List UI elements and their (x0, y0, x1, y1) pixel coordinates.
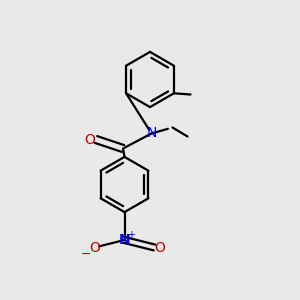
Text: −: − (81, 248, 91, 261)
Text: O: O (84, 133, 95, 146)
Text: +: + (127, 230, 135, 240)
Text: N: N (146, 127, 157, 140)
Text: O: O (154, 241, 165, 254)
Text: N: N (119, 233, 130, 247)
Text: O: O (89, 241, 100, 254)
